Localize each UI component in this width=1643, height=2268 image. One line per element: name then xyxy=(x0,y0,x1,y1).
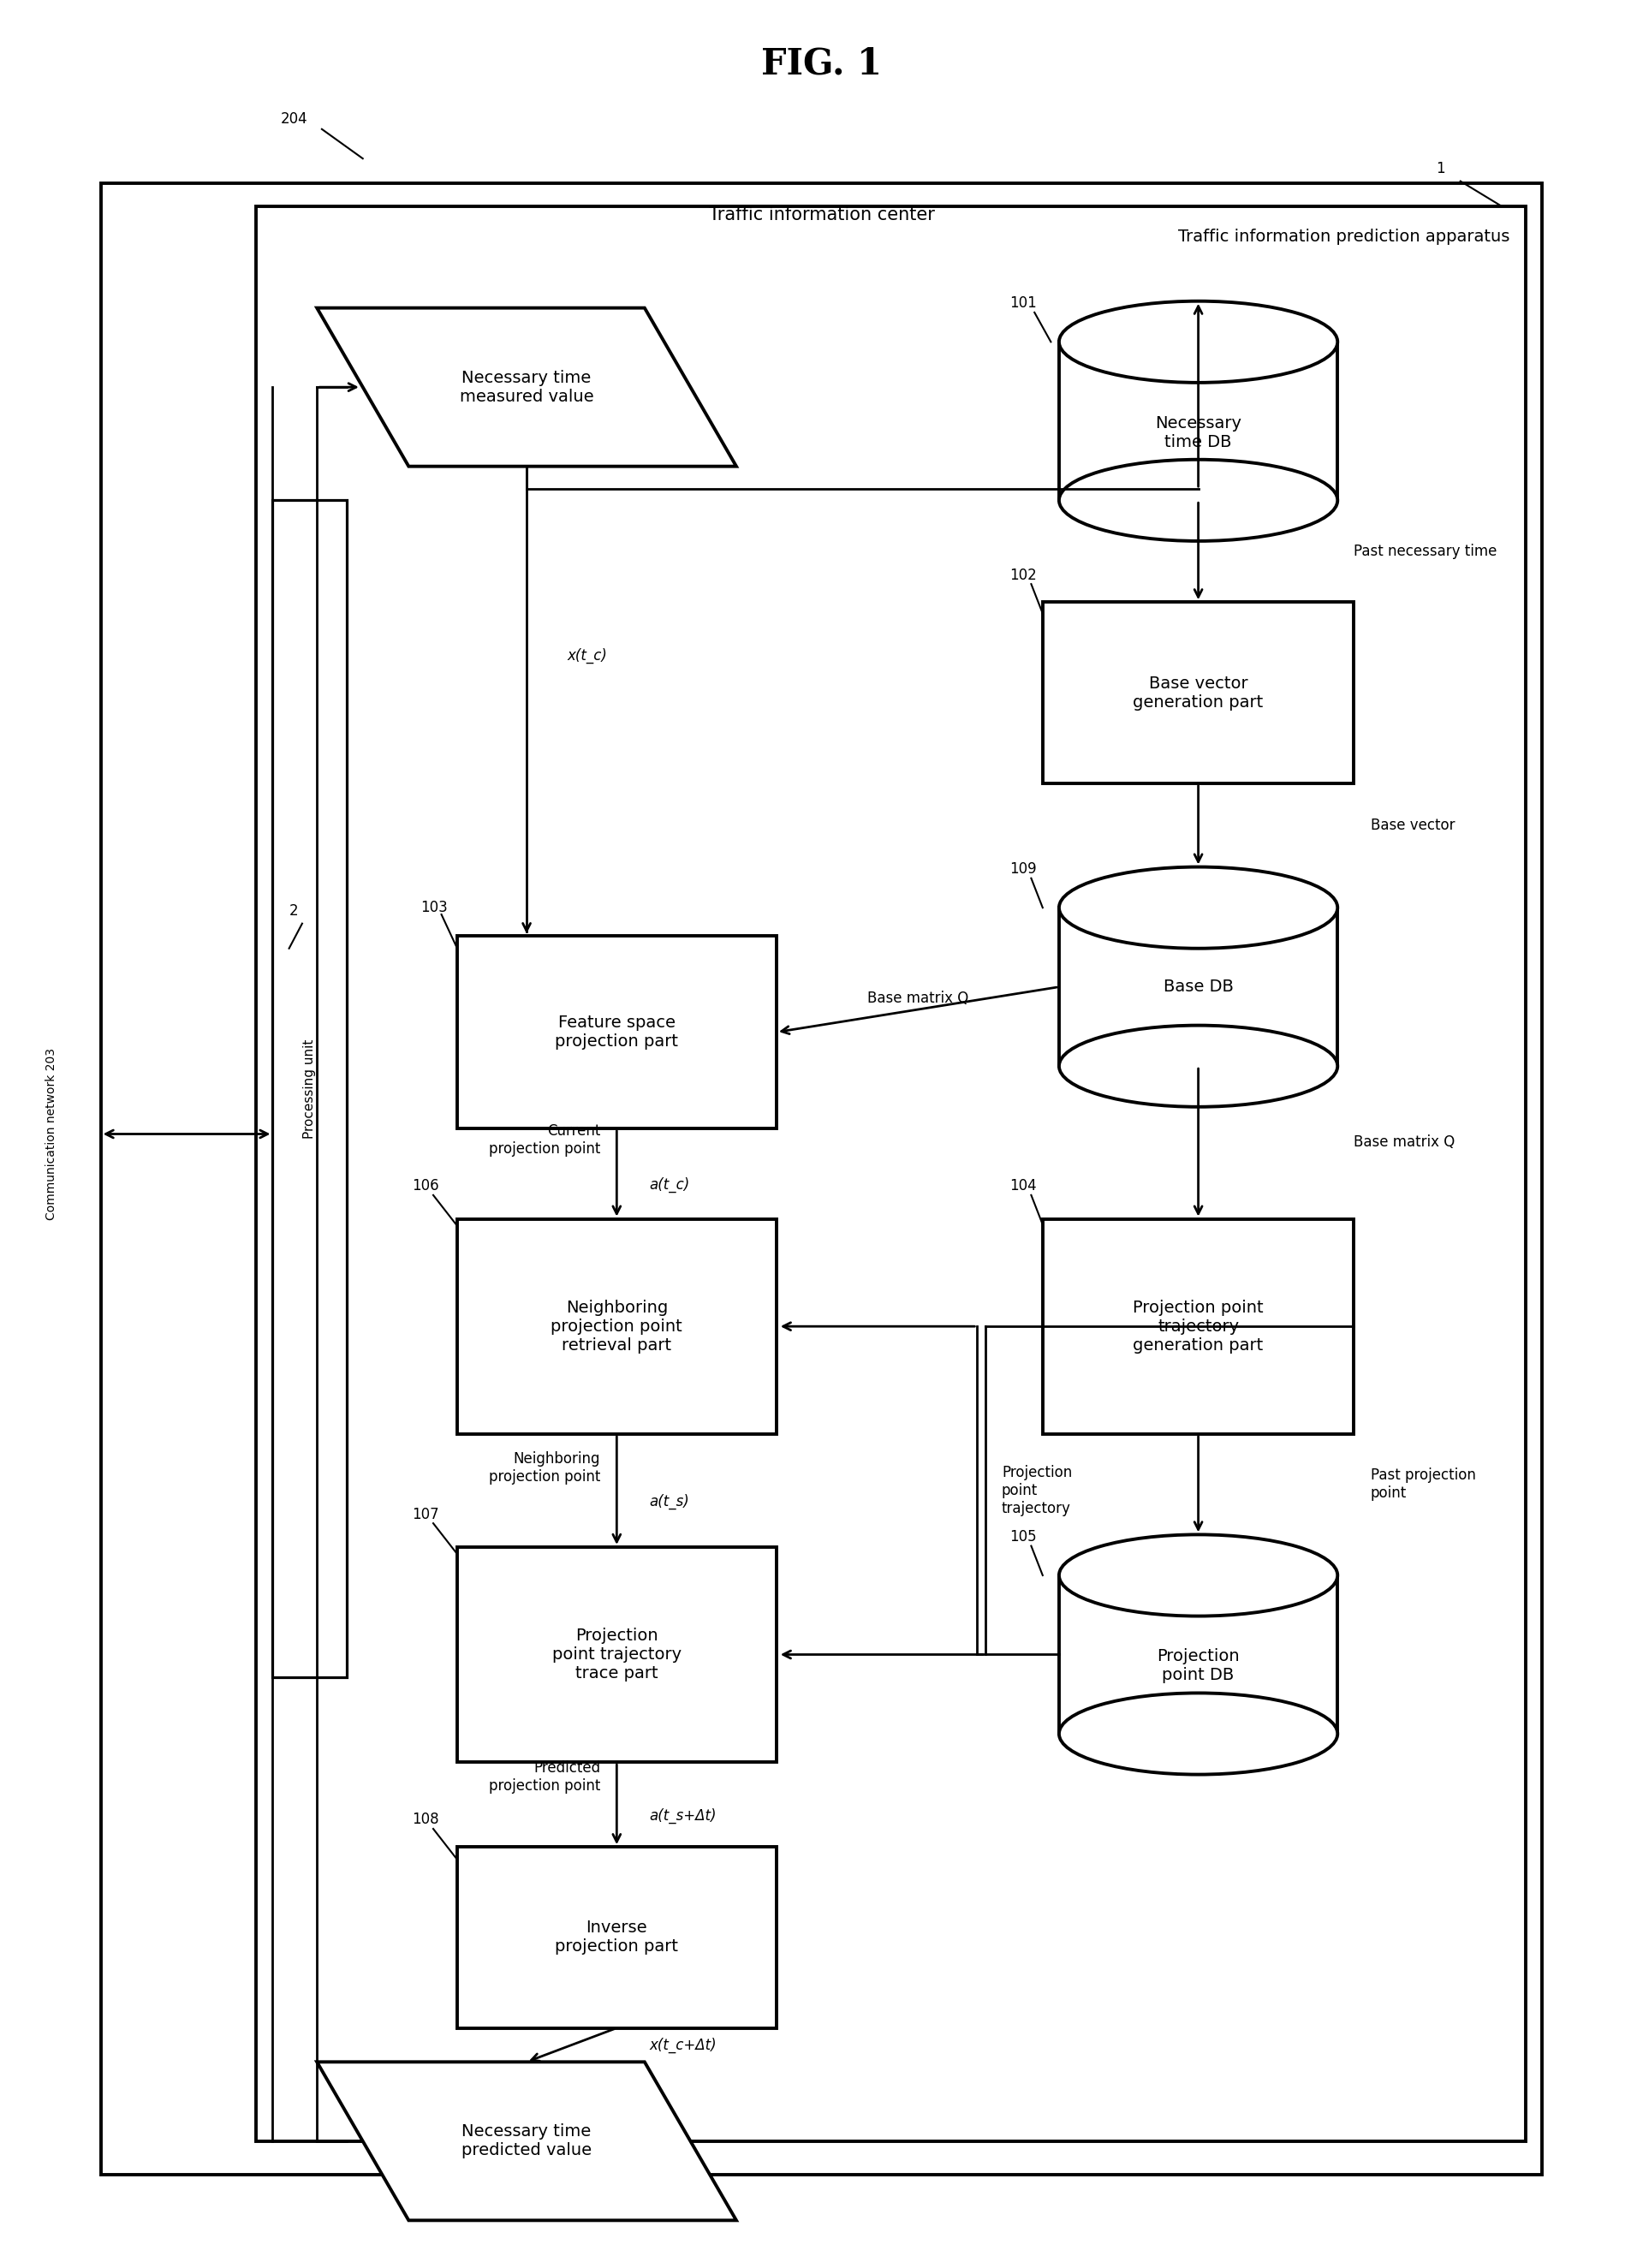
Text: Projection point
trajectory
generation part: Projection point trajectory generation p… xyxy=(1134,1300,1263,1354)
Ellipse shape xyxy=(1060,302,1337,383)
Text: a(t_s): a(t_s) xyxy=(649,1495,690,1510)
Bar xyxy=(457,1547,777,1762)
Text: Base matrix Q: Base matrix Q xyxy=(868,991,968,1007)
Text: 106: 106 xyxy=(412,1179,439,1193)
Text: Past necessary time: Past necessary time xyxy=(1354,544,1497,558)
Text: Inverse
projection part: Inverse projection part xyxy=(555,1921,679,1955)
Text: 204: 204 xyxy=(281,111,307,127)
Ellipse shape xyxy=(1060,1535,1337,1617)
Text: x(t_c+Δt): x(t_c+Δt) xyxy=(649,2037,716,2053)
Text: 104: 104 xyxy=(1010,1179,1037,1193)
Text: Traffic information prediction apparatus: Traffic information prediction apparatus xyxy=(1178,229,1510,245)
Text: 105: 105 xyxy=(1010,1529,1037,1545)
Text: Traffic information center: Traffic information center xyxy=(708,206,935,222)
Bar xyxy=(1043,1218,1354,1433)
Text: Base matrix Q: Base matrix Q xyxy=(1354,1134,1456,1150)
Bar xyxy=(100,184,1543,2175)
Text: 103: 103 xyxy=(421,900,447,916)
Ellipse shape xyxy=(1060,1025,1337,1107)
Text: x(t_c): x(t_c) xyxy=(567,649,608,665)
Text: 101: 101 xyxy=(1010,295,1037,311)
Text: Communication network 203: Communication network 203 xyxy=(46,1048,58,1220)
Text: Neighboring
projection point: Neighboring projection point xyxy=(488,1452,600,1486)
Text: Processing unit: Processing unit xyxy=(302,1039,315,1139)
Text: Past projection
point: Past projection point xyxy=(1370,1467,1475,1501)
Bar xyxy=(1060,342,1337,501)
Text: 107: 107 xyxy=(412,1506,439,1522)
Text: Necessary time
measured value: Necessary time measured value xyxy=(460,370,593,404)
Polygon shape xyxy=(317,308,736,467)
Text: a(t_c): a(t_c) xyxy=(649,1177,690,1193)
Text: 109: 109 xyxy=(1010,862,1037,878)
Bar xyxy=(457,1218,777,1433)
Bar xyxy=(1060,907,1337,1066)
Ellipse shape xyxy=(1060,866,1337,948)
Polygon shape xyxy=(317,2062,736,2220)
Text: a(t_s+Δt): a(t_s+Δt) xyxy=(649,1808,716,1823)
Text: Base vector: Base vector xyxy=(1370,816,1454,832)
Bar xyxy=(1060,1576,1337,1733)
Text: Neighboring
projection point
retrieval part: Neighboring projection point retrieval p… xyxy=(550,1300,682,1354)
Text: Feature space
projection part: Feature space projection part xyxy=(555,1014,679,1050)
Text: 108: 108 xyxy=(412,1812,439,1828)
Text: Base DB: Base DB xyxy=(1163,980,1234,996)
Text: 102: 102 xyxy=(1010,567,1037,583)
Text: Current
projection point: Current projection point xyxy=(488,1123,600,1157)
Ellipse shape xyxy=(1060,1692,1337,1774)
Bar xyxy=(1043,601,1354,782)
Text: Base vector
generation part: Base vector generation part xyxy=(1134,676,1263,710)
Text: Necessary time
predicted value: Necessary time predicted value xyxy=(462,2123,591,2159)
Text: Projection
point
trajectory: Projection point trajectory xyxy=(1002,1465,1073,1515)
Bar xyxy=(256,206,1526,2141)
Bar xyxy=(273,501,347,1676)
Bar xyxy=(457,1846,777,2028)
Text: 2: 2 xyxy=(289,903,297,919)
Text: 1: 1 xyxy=(1436,161,1444,177)
Text: Projection
point DB: Projection point DB xyxy=(1157,1649,1240,1683)
Bar xyxy=(457,937,777,1129)
Text: Projection
point trajectory
trace part: Projection point trajectory trace part xyxy=(552,1628,682,1681)
Text: Predicted
projection point: Predicted projection point xyxy=(488,1760,600,1794)
Ellipse shape xyxy=(1060,460,1337,542)
Text: FIG. 1: FIG. 1 xyxy=(761,45,882,82)
Text: Necessary
time DB: Necessary time DB xyxy=(1155,415,1242,449)
